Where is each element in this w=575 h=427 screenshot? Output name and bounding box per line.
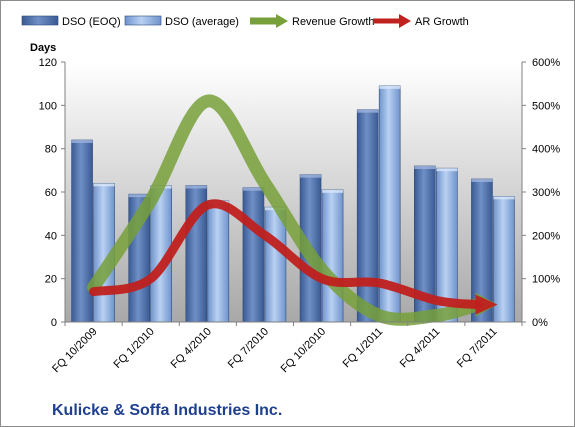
bar-dso-average--7: [493, 196, 515, 323]
series-arrowhead-ar-growth: [475, 294, 498, 315]
bar-cap-0-2: [185, 185, 207, 189]
y-tick-label: 0: [51, 317, 57, 329]
y-tick-label: 120: [39, 57, 57, 69]
bar-cap-1-5: [379, 85, 401, 89]
y2-tick-label: 500%: [532, 100, 560, 112]
y-tick-label: 100: [39, 100, 57, 112]
bar-dso-eoq--3: [242, 187, 265, 323]
y2-tick-label: 0%: [532, 317, 548, 329]
series-line-revenue-growth: [87, 94, 484, 326]
y2-tick-label: 100%: [532, 274, 560, 286]
legend-label-dso-average-: DSO (average): [165, 16, 239, 28]
y2-tick-label: 600%: [532, 57, 560, 69]
y2-tick-label: 200%: [532, 230, 560, 242]
bar-dso-average--2: [207, 200, 230, 323]
y2-tick-label: 300%: [532, 187, 560, 199]
y-tick-label: 80: [45, 144, 57, 156]
y-tick-label: 20: [45, 274, 57, 286]
chart-title: Kulicke & Soffa Industries Inc.: [52, 402, 282, 419]
bar-cap-0-3: [242, 187, 264, 191]
legend-label-ar-growth: AR Growth: [415, 16, 469, 28]
bar-cap-0-7: [471, 179, 493, 182]
legend-arrow-ar-growth: [399, 14, 411, 28]
y-tick-label: 40: [45, 230, 57, 242]
series-line-ar-growth: [89, 199, 482, 310]
bar-cap-0-5: [357, 109, 379, 113]
bar-dso-average--4: [321, 189, 344, 323]
bar-cap-0-4: [300, 174, 322, 178]
y2-tick-label: 400%: [532, 144, 560, 156]
bar-cap-1-6: [436, 168, 458, 172]
bar-cap-0-1: [128, 194, 150, 198]
bar-dso-eoq--0: [71, 139, 93, 323]
bar-cap-0-0: [71, 140, 93, 143]
legend-swatch-dso-average-: [124, 15, 162, 26]
bar-dso-average--3: [264, 206, 287, 323]
bar-cap-1-4: [322, 189, 344, 193]
bar-dso-eoq--5: [356, 109, 379, 323]
y-axis-title: Days: [30, 42, 56, 54]
legend-label-revenue-growth: Revenue Growth: [292, 16, 375, 28]
bar-cap-1-7: [493, 196, 515, 200]
legend-swatch-dso-eoq-: [21, 15, 59, 26]
bar-cap-1-0: [93, 183, 115, 187]
y-tick-label: 60: [45, 187, 57, 199]
legend-arrow-revenue-growth: [276, 14, 288, 28]
bar-cap-0-6: [414, 166, 436, 169]
legend-label-dso-eoq-: DSO (EOQ): [62, 16, 121, 28]
